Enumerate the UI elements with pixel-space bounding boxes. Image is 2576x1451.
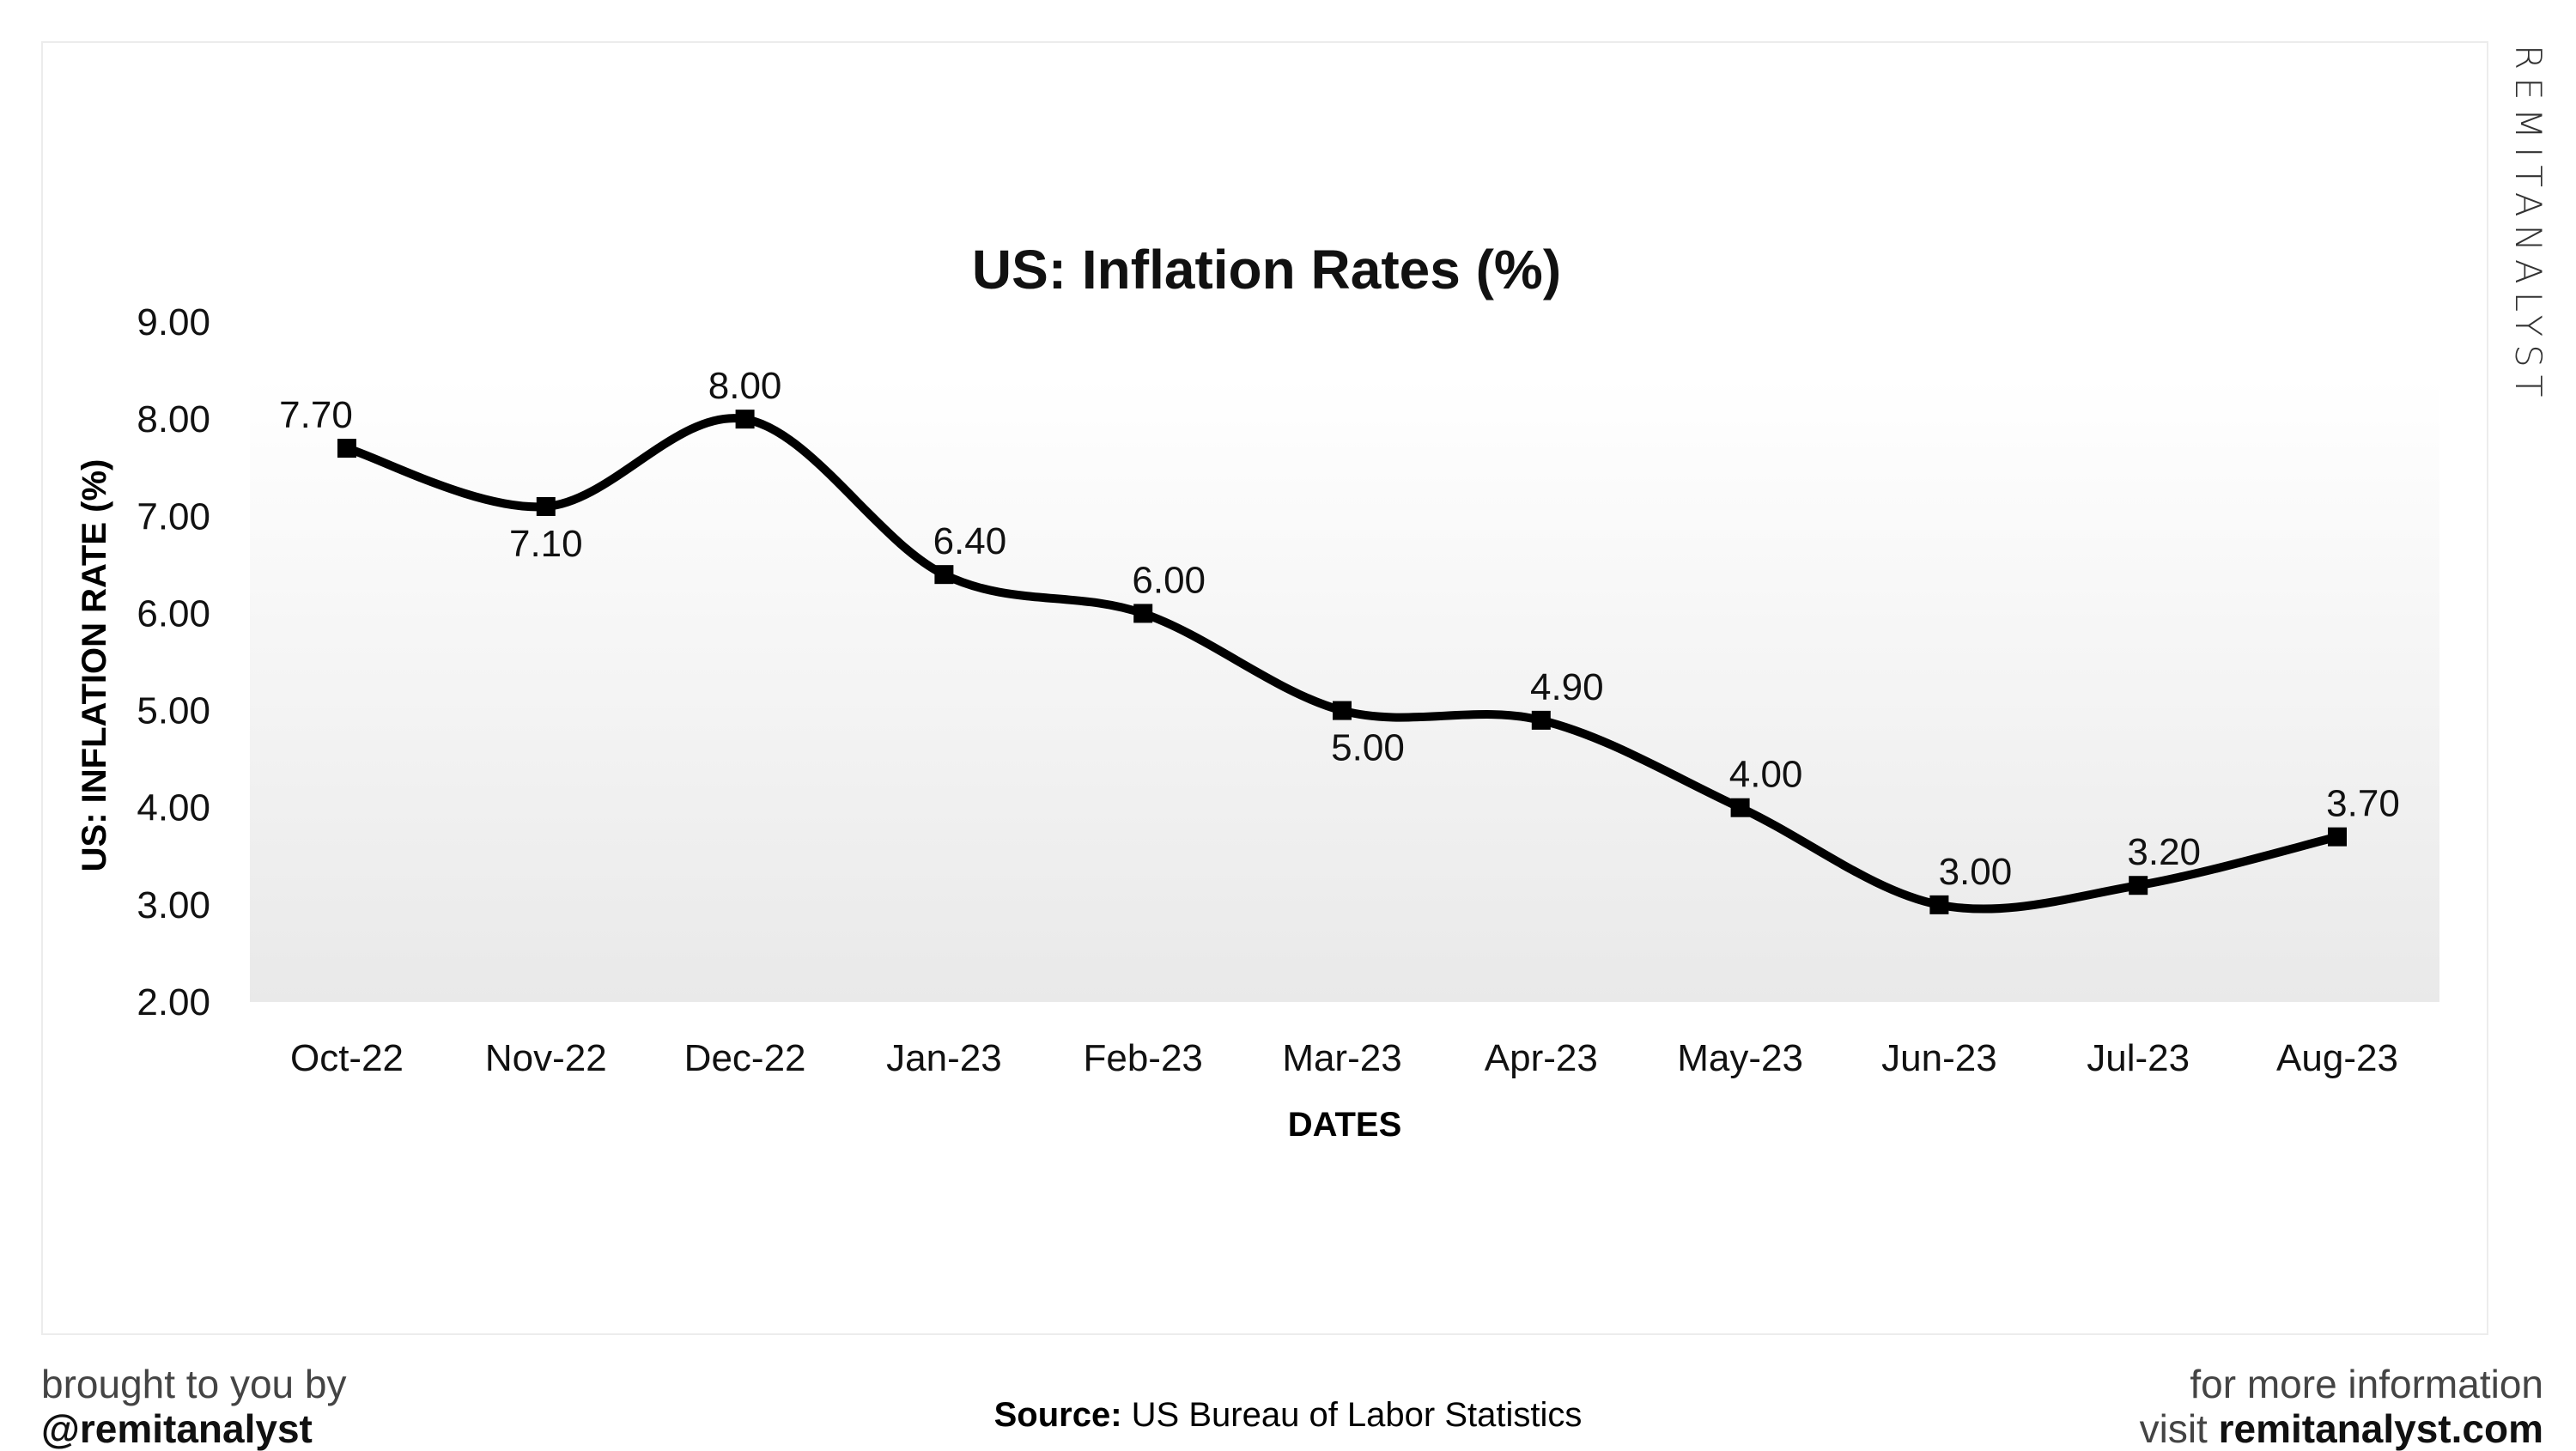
data-point-marker [536,496,556,516]
data-label: 5.00 [1331,727,1405,769]
y-axis-title: US: INFLATION RATE (%) [76,459,113,872]
data-point-marker [934,565,954,585]
source-text: US Bureau of Labor Statistics [1131,1396,1583,1434]
x-tick-label: Apr-23 [1485,1037,1598,1079]
data-label: 3.00 [1939,851,2013,893]
brand-watermark: REMITANALYST [2507,45,2549,405]
data-point-marker [2129,876,2148,895]
data-point-marker [735,410,755,429]
y-tick-label: 9.00 [137,301,210,343]
chart-title: US: Inflation Rates (%) [972,239,1561,301]
footer-info: for more information [2190,1362,2543,1406]
footer-left: brought to you by @remitanalyst [41,1362,346,1451]
y-tick-label: 4.00 [137,787,210,829]
x-tick-label: May-23 [1677,1037,1803,1079]
y-tick-label: 5.00 [137,690,210,732]
x-tick-label: Mar-23 [1282,1037,1401,1079]
data-point-marker [1531,710,1551,730]
footer-visit: visit remitanalyst.com [2140,1406,2543,1451]
data-label: 8.00 [708,365,782,407]
x-tick-label: Jan-23 [886,1037,1002,1079]
data-label: 4.90 [1530,666,1604,708]
x-tick-label: Oct-22 [290,1037,404,1079]
data-label: 7.70 [279,394,353,436]
y-tick-label: 6.00 [137,592,210,634]
data-label: 3.20 [2127,831,2201,873]
x-tick-label: Aug-23 [2276,1037,2398,1079]
x-tick-label: Jul-23 [2087,1037,2190,1079]
visit-text: visit [2139,1406,2208,1451]
data-label: 3.70 [2326,783,2400,825]
x-axis-title: DATES [1288,1106,1402,1144]
website-link[interactable]: remitanalyst.com [2218,1406,2543,1451]
data-point-marker [337,439,356,458]
footer-right: for more information visit remitanalyst.… [2140,1362,2543,1451]
data-point-marker [1333,701,1352,720]
data-label: 4.00 [1729,754,1803,796]
x-tick-label: Nov-22 [485,1037,607,1079]
series-line [345,414,2339,914]
x-tick-label: Feb-23 [1083,1037,1202,1079]
source-label: Source: [993,1396,1122,1434]
data-point-marker [1730,798,1750,817]
data-label: 6.00 [1132,559,1206,601]
y-tick-label: 2.00 [137,981,210,1023]
data-point-marker [1929,895,1949,914]
footer-handle: @remitanalyst [41,1406,346,1451]
x-tick-label: Dec-22 [684,1037,806,1079]
x-tick-label: Jun-23 [1881,1037,1997,1079]
footer-credit: brought to you by [41,1362,347,1406]
source-note: Source: US Bureau of Labor Statistics [0,1396,2576,1435]
plot-area [250,378,2439,1002]
data-label: 7.10 [509,523,583,565]
data-point-marker [2328,827,2347,847]
y-tick-label: 3.00 [137,884,210,926]
handle-link[interactable]: @remitanalyst [41,1406,313,1451]
y-tick-label: 7.00 [137,495,210,537]
y-tick-label: 8.00 [137,398,210,440]
data-point-marker [1133,604,1153,623]
data-label: 6.40 [933,520,1007,562]
